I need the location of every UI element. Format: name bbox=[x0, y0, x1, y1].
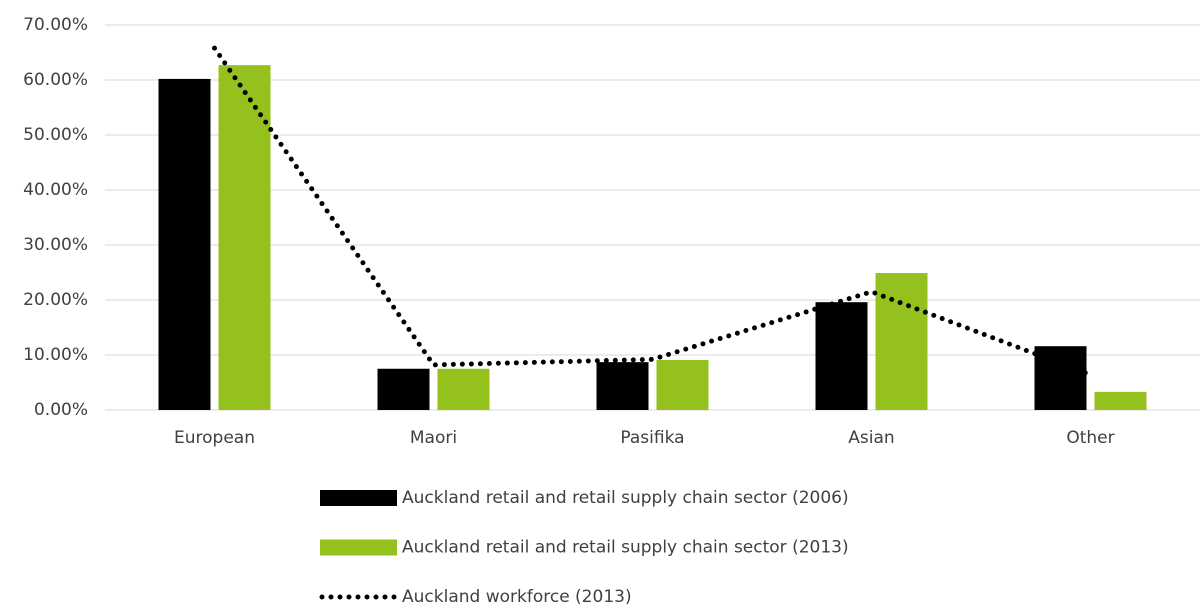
x-tick-label: Other bbox=[1066, 428, 1114, 448]
bar bbox=[875, 273, 928, 410]
bar bbox=[1094, 391, 1147, 410]
line bbox=[212, 45, 1093, 378]
x-tick-label: Pasifika bbox=[620, 428, 684, 448]
bar bbox=[218, 65, 271, 411]
bar bbox=[377, 368, 430, 410]
bar bbox=[596, 362, 649, 410]
bar bbox=[815, 302, 868, 410]
bar bbox=[656, 359, 709, 410]
bar bbox=[437, 368, 490, 410]
y-tick-label: 0.00% bbox=[34, 400, 88, 420]
bar bbox=[158, 78, 211, 411]
x-tick-label: Maori bbox=[410, 428, 457, 448]
x-tick-label: Asian bbox=[848, 428, 894, 448]
y-tick-label: 40.00% bbox=[23, 180, 88, 200]
legend-label: Auckland workforce (2013) bbox=[402, 587, 632, 605]
legend-label: Auckland retail and retail supply chain … bbox=[402, 488, 849, 508]
legend-swatch bbox=[320, 539, 397, 556]
y-tick-label: 70.00% bbox=[23, 15, 88, 35]
x-tick-label: European bbox=[174, 428, 255, 448]
y-tick-label: 10.00% bbox=[23, 345, 88, 365]
y-tick-label: 60.00% bbox=[23, 70, 88, 90]
legend-label: Auckland retail and retail supply chain … bbox=[402, 538, 849, 558]
y-tick-label: 20.00% bbox=[23, 290, 88, 310]
legend-swatch bbox=[320, 490, 397, 506]
y-tick-label: 30.00% bbox=[23, 235, 88, 255]
y-tick-label: 50.00% bbox=[23, 125, 88, 145]
